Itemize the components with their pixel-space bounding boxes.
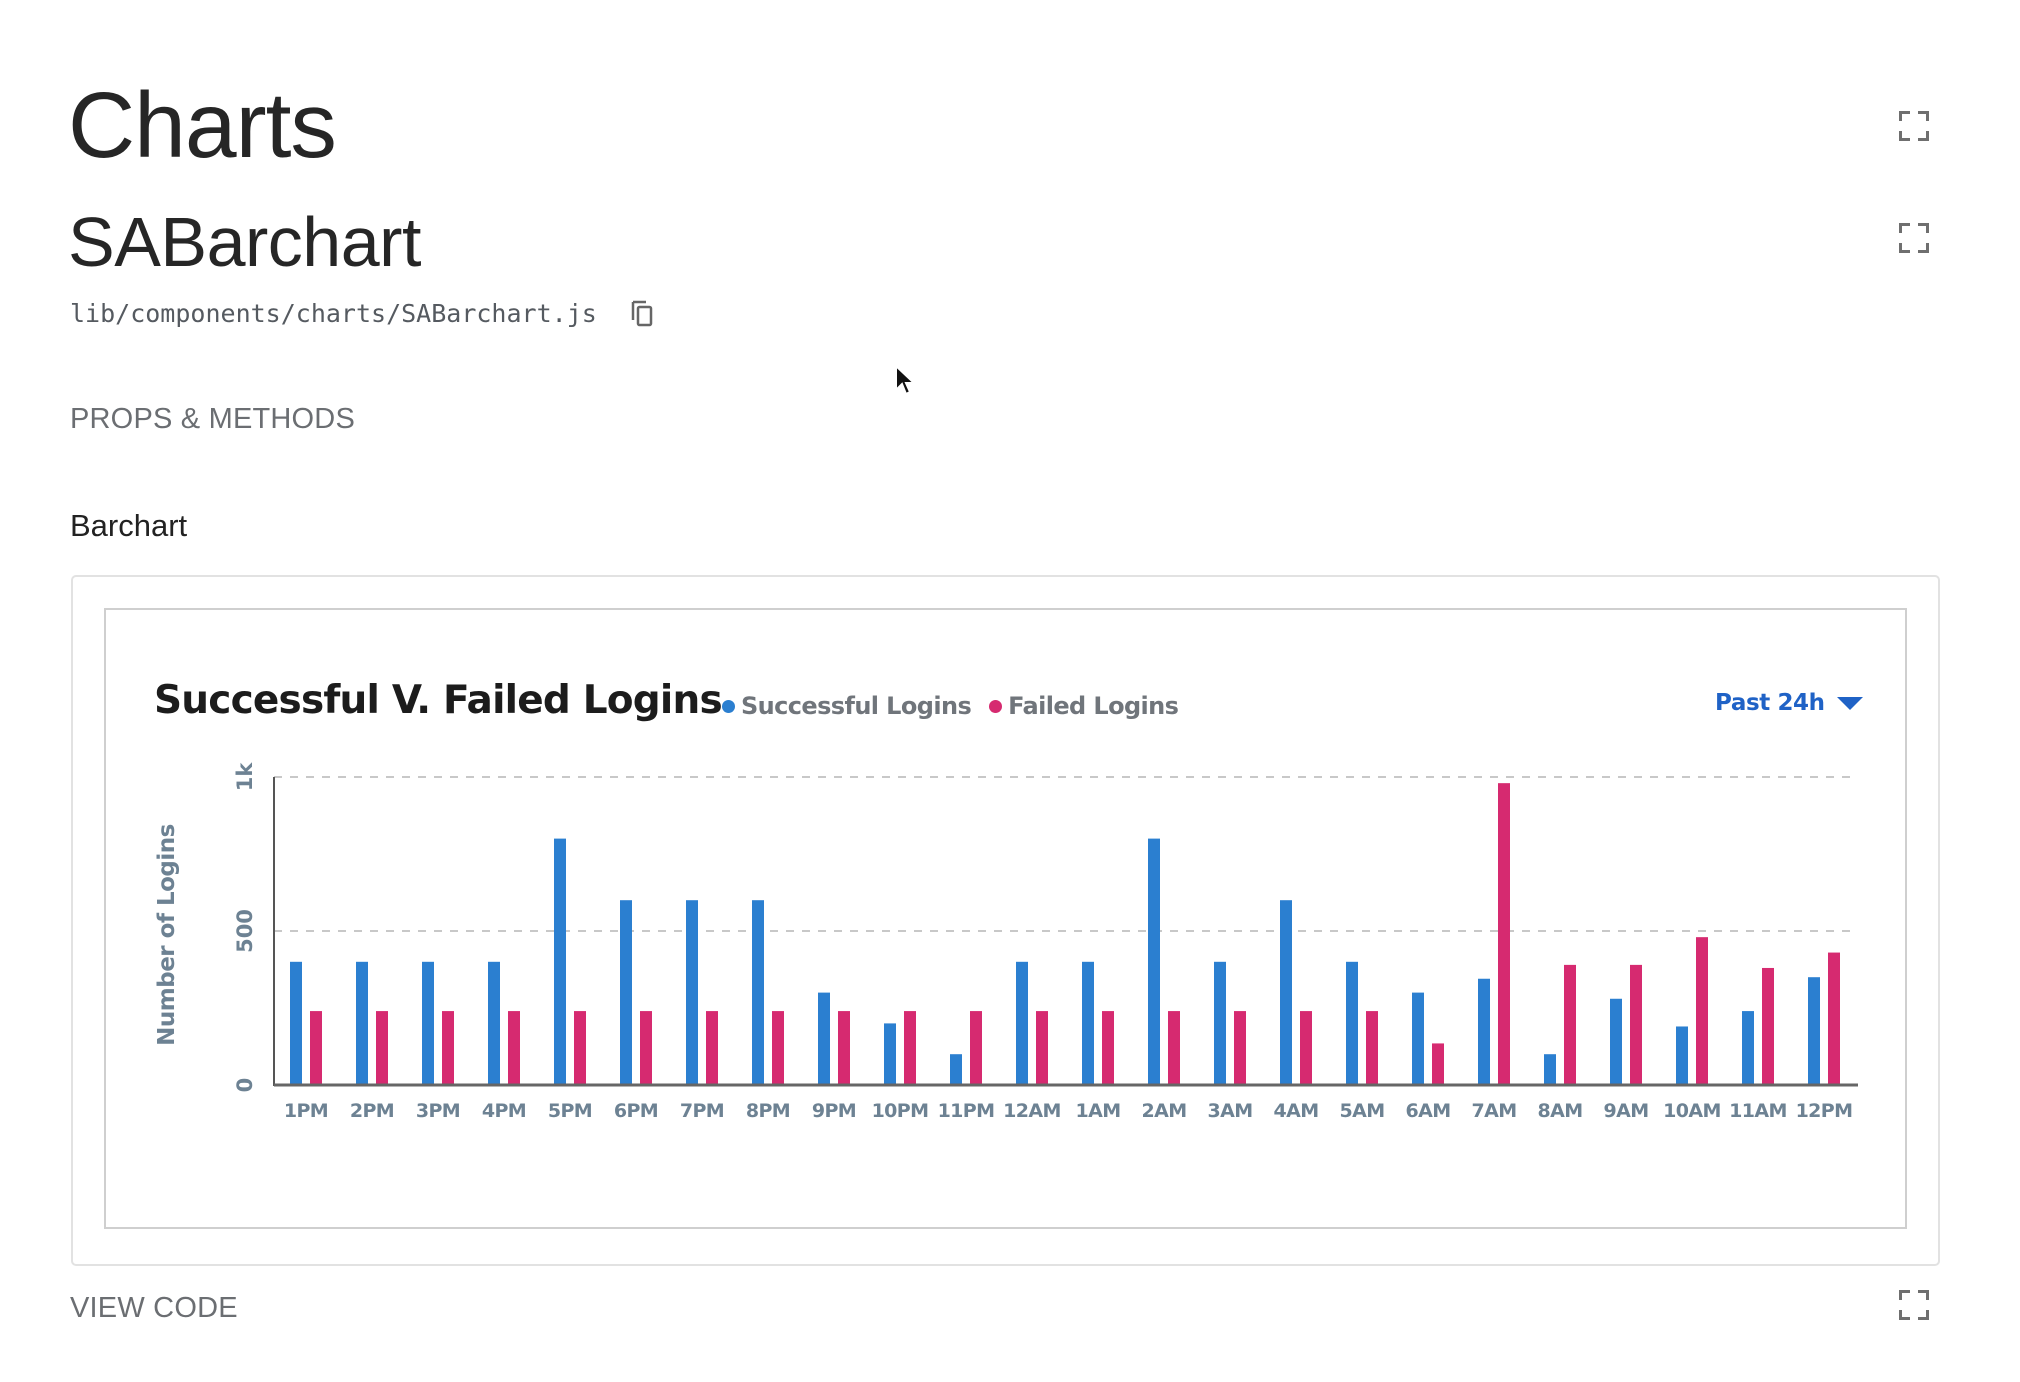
view-code-link[interactable]: VIEW CODE [70,1292,238,1324]
example-card [71,575,1940,1266]
legend-label: Successful Logins [741,692,972,720]
copy-icon [631,300,653,327]
chart-title: Successful V. Failed Logins [154,678,723,723]
legend-item-failed[interactable]: Failed Logins [989,692,1179,720]
legend-dot-failed-icon [989,699,1003,713]
expand-icon [1898,222,1930,254]
component-title: SABarchart [68,203,421,281]
expand-icon [1898,110,1930,142]
legend-dot-successful-icon [722,699,735,713]
chart-container [104,608,1907,1229]
legend-item-successful[interactable]: Successful Logins [722,692,972,720]
time-range-dropdown[interactable]: Past 24h [1715,690,1863,716]
fullscreen-button-example[interactable] [1898,1289,1930,1325]
mouse-cursor-icon [895,364,917,396]
props-methods-link[interactable]: PROPS & METHODS [70,403,355,435]
copy-path-button[interactable] [630,300,658,328]
caret-down-icon [1836,696,1863,710]
expand-icon [1898,1289,1930,1321]
time-range-label: Past 24h [1715,690,1825,716]
fullscreen-button-page[interactable] [1898,110,1930,146]
legend-label: Failed Logins [1008,692,1179,720]
example-label: Barchart [70,508,188,543]
fullscreen-button-component[interactable] [1898,222,1930,258]
chart-legend: Successful Logins Failed Logins [722,692,1179,720]
file-path: lib/components/charts/SABarchart.js [70,299,597,328]
page-title: Charts [68,73,337,177]
